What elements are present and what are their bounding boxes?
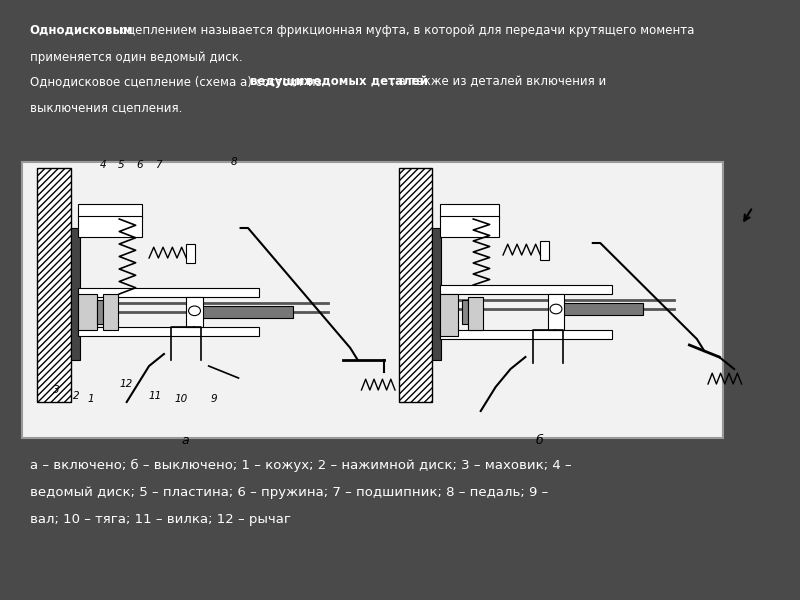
Bar [78, 204, 142, 219]
Bar [78, 288, 258, 297]
Text: ведущих: ведущих [250, 75, 311, 88]
Bar [186, 244, 195, 263]
Bar [440, 330, 612, 339]
Bar [97, 300, 103, 324]
Text: 11: 11 [149, 391, 162, 401]
Bar [548, 294, 564, 330]
Text: Однодисковым: Однодисковым [30, 24, 134, 37]
Text: а – включено; б – выключено; 1 – кожух; 2 – нажимной диск; 3 – маховик; 4 –: а – включено; б – выключено; 1 – кожух; … [30, 459, 571, 472]
Text: 8: 8 [230, 157, 238, 167]
Circle shape [189, 306, 201, 316]
Text: 6: 6 [137, 160, 143, 170]
Text: 1: 1 [88, 394, 94, 404]
Text: 12: 12 [119, 379, 133, 389]
Text: применяется один ведомый диск.: применяется один ведомый диск. [30, 51, 242, 64]
Bar [432, 228, 442, 360]
Bar [71, 228, 80, 360]
Bar [78, 327, 258, 336]
Text: и: и [293, 75, 308, 88]
Text: Однодисковое сцепление (схема а) состоит из: Однодисковое сцепление (схема а) состоит… [30, 75, 326, 88]
Bar [540, 241, 550, 260]
Text: 4: 4 [99, 160, 106, 170]
Text: 7: 7 [155, 160, 162, 170]
Bar [78, 294, 97, 330]
Bar [202, 306, 293, 318]
Bar [103, 294, 118, 330]
Bar [440, 294, 458, 336]
Bar [462, 300, 468, 324]
Text: ведомых деталей: ведомых деталей [306, 75, 428, 88]
Bar [440, 285, 612, 294]
Circle shape [550, 304, 562, 314]
Bar [440, 216, 499, 237]
Text: 2: 2 [73, 391, 79, 401]
Text: 5: 5 [118, 160, 125, 170]
Text: ведомый диск; 5 – пластина; 6 – пружина; 7 – подшипник; 8 – педаль; 9 –: ведомый диск; 5 – пластина; 6 – пружина;… [30, 486, 548, 499]
Bar [78, 216, 142, 237]
Text: вал; 10 – тяга; 11 – вилка; 12 – рычаг: вал; 10 – тяга; 11 – вилка; 12 – рычаг [30, 513, 291, 526]
Bar [186, 297, 202, 327]
Text: выключения сцепления.: выключения сцепления. [30, 101, 182, 114]
Text: а: а [181, 434, 189, 448]
Text: 10: 10 [175, 394, 188, 404]
Text: б: б [536, 434, 543, 448]
Bar [440, 204, 499, 219]
Text: сцеплением называется фрикционная муфта, в которой для передачи крутящего момент: сцеплением называется фрикционная муфта,… [117, 24, 694, 37]
Text: , а также из деталей включения и: , а также из деталей включения и [390, 75, 606, 88]
Bar [468, 297, 483, 330]
Text: 3: 3 [53, 385, 59, 395]
Bar [38, 168, 71, 402]
Text: 9: 9 [211, 394, 218, 404]
Bar [555, 303, 643, 315]
Bar [398, 168, 432, 402]
